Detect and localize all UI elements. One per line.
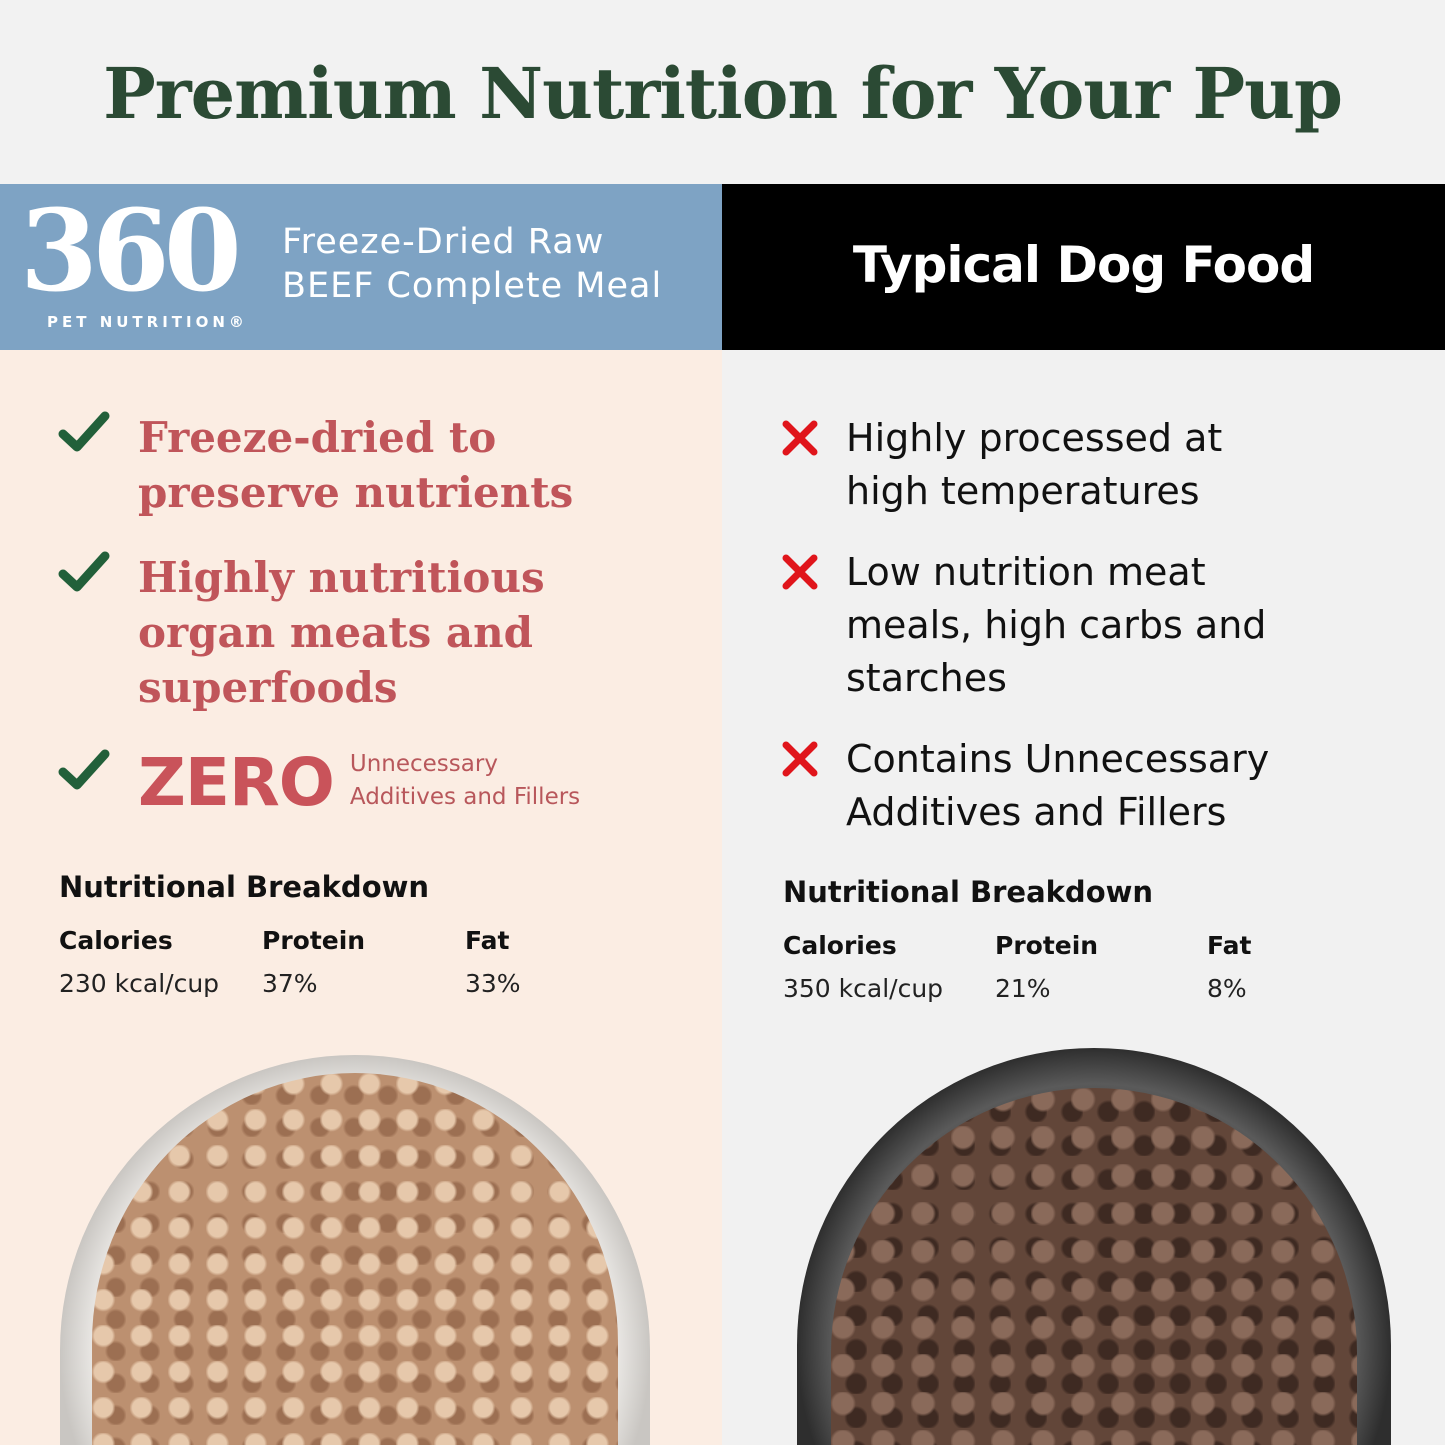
nutrition-header: Fat (465, 926, 510, 955)
nutrition-table: Calories Protein Fat 350 kcal/cup 21% 8% (783, 931, 1407, 1003)
brand-header: 360 PET NUTRITION® Freeze-Dried Raw BEEF… (0, 184, 722, 350)
drawback-text: Contains Unnecessary (846, 737, 1270, 781)
nutrition-value: 37% (262, 969, 318, 998)
x-icon (782, 554, 818, 590)
nutrition-title: Nutritional Breakdown (59, 870, 430, 904)
x-icon (782, 420, 818, 456)
kibble-food-bowl (797, 1048, 1391, 1445)
benefit-text: organ meats and (138, 608, 534, 657)
kibble-image (92, 1073, 618, 1445)
drawback-text: meals, high carbs and (846, 603, 1267, 647)
nutrition-table: Calories Protein Fat 230 kcal/cup 37% 33… (59, 926, 665, 998)
drawback-item: Low nutrition meat meals, high carbs and s… (780, 546, 1266, 705)
check-icon (58, 551, 110, 592)
competitor-header: Typical Dog Food (722, 184, 1445, 350)
drawback-text: Low nutrition meat (846, 550, 1206, 594)
nutrition-header: Fat (1207, 931, 1252, 960)
nutrition-value: 230 kcal/cup (59, 969, 220, 998)
kibble-image (831, 1088, 1357, 1445)
benefit-text: Additives and Fillers (349, 784, 581, 810)
benefit-text: preserve nutrients (138, 468, 574, 517)
nutrition-value: 350 kcal/cup (783, 974, 944, 1003)
right-panel: Highly processed at high temperatures Low… (722, 350, 1445, 1445)
brand-logo-sub: PET NUTRITION® (47, 313, 248, 331)
nutrition-header: Calories (783, 931, 897, 960)
check-icon (58, 749, 110, 790)
product-name: Freeze-Dried Raw BEEF Complete Meal (282, 220, 662, 308)
benefit-item: ZERO Unnecessary Additives and Fillers (58, 748, 580, 818)
nutrition-value: 33% (465, 969, 521, 998)
page-title: Premium Nutrition for Your Pup (103, 52, 1343, 135)
drawback-item: Highly processed at high temperatures (780, 412, 1222, 518)
drawback-text: Additives and Fillers (846, 790, 1227, 834)
benefit-text: Unnecessary (349, 751, 498, 777)
nutrition-value: 21% (995, 974, 1051, 1003)
drawback-item: Contains Unnecessary Additives and Filler… (780, 733, 1269, 839)
freeze-dried-food-bowl (60, 1055, 650, 1445)
drawback-text: Highly processed at (846, 416, 1223, 460)
benefit-item: Highly nutritious organ meats and superfoo… (58, 550, 545, 715)
check-icon (58, 411, 110, 452)
nutrition-title: Nutritional Breakdown (783, 875, 1154, 909)
product-line: Freeze-Dried Raw (282, 222, 605, 262)
benefit-item: Freeze-dried to preserve nutrients (58, 410, 573, 520)
x-icon (782, 741, 818, 777)
drawback-text: high temperatures (846, 469, 1200, 513)
benefit-text: superfoods (138, 663, 398, 712)
zero-label: ZERO (138, 744, 335, 821)
nutrition-header: Calories (59, 926, 173, 955)
benefit-text: Highly nutritious (138, 553, 545, 602)
nutrition-value: 8% (1207, 974, 1247, 1003)
drawback-text: starches (846, 656, 1007, 700)
benefit-text: Freeze-dried to (138, 413, 497, 462)
competitor-heading: Typical Dog Food (852, 236, 1315, 294)
nutrition-header: Protein (995, 931, 1099, 960)
left-panel: Freeze-dried to preserve nutrients Highly… (0, 350, 722, 1445)
product-line: BEEF Complete Meal (282, 266, 663, 306)
nutrition-header: Protein (262, 926, 366, 955)
brand-logo: 360 (20, 186, 242, 317)
